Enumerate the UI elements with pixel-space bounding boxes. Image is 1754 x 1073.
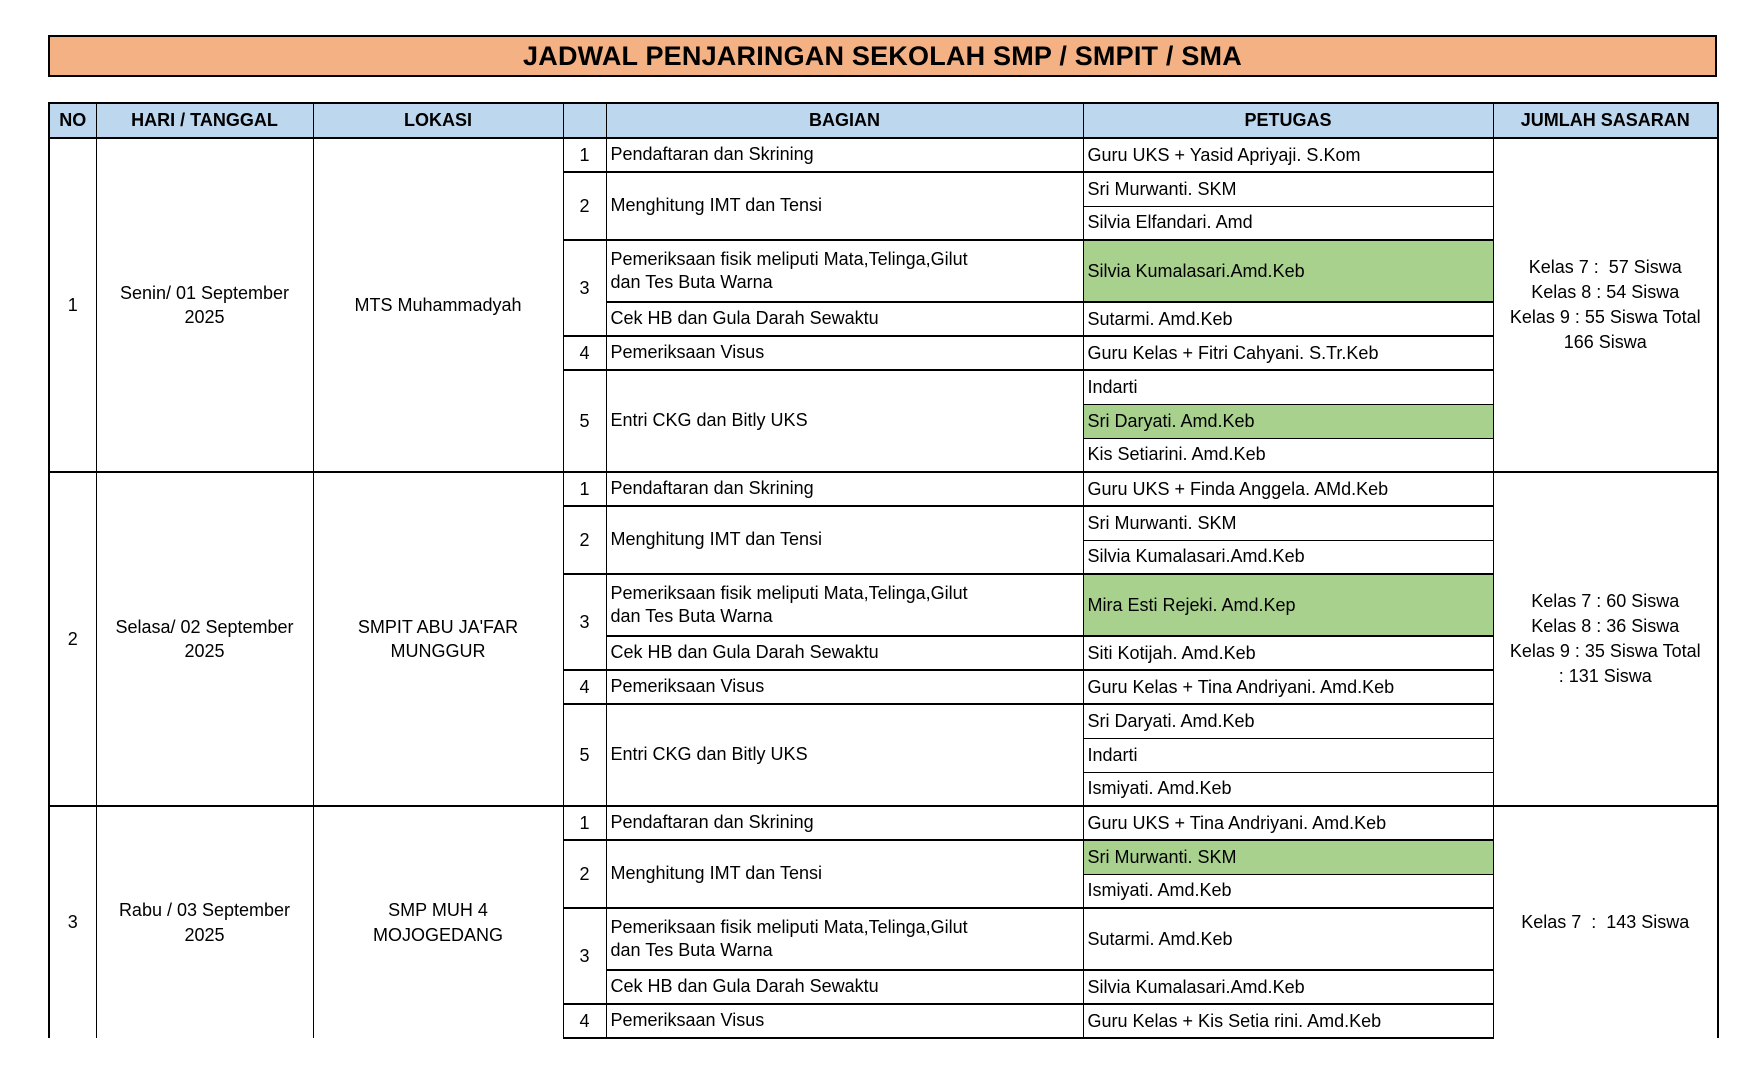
no-cell: 2 — [48, 471, 97, 807]
petugas-cell: Sri Daryati. Amd.Keb — [1082, 703, 1494, 739]
petugas-cell: Guru Kelas + Kis Setia rini. Amd.Keb — [1082, 1003, 1494, 1039]
bagian-cell: Entri CKG dan Bitly UKS — [605, 703, 1084, 807]
section-number-cell: 1 — [562, 805, 607, 841]
bagian-cell: Pendaftaran dan Skrining — [605, 805, 1084, 841]
table-row: 2 Menghitung IMT dan Tensi Sri Murwanti. S… — [49, 839, 1718, 909]
bagian-cell: Cek HB dan Gula Darah Sewaktu — [605, 969, 1084, 1005]
section-number-cell: 4 — [562, 1003, 607, 1039]
table-row: 2 Menghitung IMT dan Tensi Sri Murwanti. S… — [49, 505, 1718, 575]
table-row: Ismiyati. Amd.Keb — [49, 771, 1718, 807]
bagian-cell: Menghitung IMT dan Tensi — [605, 839, 1084, 909]
schedule-table: NO HARI / TANGGAL LOKASI BAGIAN PETUGAS JUMLA… — [48, 102, 1719, 1039]
section-number-cell: 1 — [562, 471, 607, 507]
table-row: 4 Pemeriksaan Visus Guru Kelas + Tina Andr… — [49, 669, 1718, 705]
document-title: JADWAL PENJARINGAN SEKOLAH SMP / SMPIT /… — [48, 35, 1717, 77]
petugas-cell: Sri Daryati. Amd.Keb — [1082, 403, 1494, 439]
bagian-cell: Pemeriksaan Visus — [605, 1003, 1084, 1039]
petugas-cell: Indarti — [1082, 369, 1494, 405]
column-header-jumlah-sasaran: JUMLAH SASARAN — [1492, 102, 1719, 139]
petugas-cell: Siti Kotijah. Amd.Keb — [1082, 635, 1494, 671]
bagian-cell: Cek HB dan Gula Darah Sewaktu — [605, 301, 1084, 337]
petugas-cell: Sutarmi. Amd.Keb — [1082, 301, 1494, 337]
date-cell: Senin/ 01 September 2025 — [95, 137, 314, 473]
petugas-cell: Guru Kelas + Tina Andriyani. Amd.Keb — [1082, 669, 1494, 705]
section-number-cell: 5 — [562, 703, 607, 807]
section-number-cell: 3 — [562, 239, 607, 337]
section-number-cell: 4 — [562, 669, 607, 705]
petugas-cell: Guru UKS + Yasid Apriyaji. S.Kom — [1082, 137, 1494, 173]
bagian-cell: Pemeriksaan Visus — [605, 335, 1084, 371]
bagian-cell: Pendaftaran dan Skrining — [605, 471, 1084, 507]
table-row: Kis Setiarini. Amd.Keb — [49, 437, 1718, 473]
table-row: Silvia Kumalasari.Amd.Keb — [49, 539, 1718, 575]
column-header-petugas: PETUGAS — [1082, 102, 1494, 139]
bagian-cell: Pemeriksaan Visus — [605, 669, 1084, 705]
bagian-cell: Pemeriksaan fisik meliputi Mata,Telinga,… — [605, 573, 1084, 637]
table-row: 2 Selasa/ 02 September 2025 SMPIT ABU JA'F… — [48, 471, 1719, 807]
table-header-row: NO HARI / TANGGAL LOKASI BAGIAN PETUGAS JUMLA… — [48, 102, 1719, 139]
location-cell: SMP MUH 4 MOJOGEDANG — [312, 805, 564, 1038]
bagian-cell: Pemeriksaan fisik meliputi Mata,Telinga,… — [605, 239, 1084, 303]
section-number-cell: 2 — [562, 505, 607, 575]
table-row: 4 Pemeriksaan Visus Guru Kelas + Fitri Cah… — [49, 335, 1718, 371]
table-row: Silvia Elfandari. Amd — [49, 205, 1718, 241]
petugas-cell: Mira Esti Rejeki. Amd.Kep — [1082, 573, 1494, 637]
table-row: 3 Pemeriksaan fisik meliputi Mata,Telinga… — [49, 907, 1718, 1005]
bagian-cell: Menghitung IMT dan Tensi — [605, 171, 1084, 241]
petugas-cell: Guru Kelas + Fitri Cahyani. S.Tr.Keb — [1082, 335, 1494, 371]
table-row: Cek HB dan Gula Darah Sewaktu Sutarmi. Am… — [49, 301, 1718, 337]
petugas-cell: Ismiyati. Amd.Keb — [1082, 771, 1494, 807]
petugas-cell: Kis Setiarini. Amd.Keb — [1082, 437, 1494, 473]
section-number-cell: 1 — [562, 137, 607, 173]
location-cell: SMPIT ABU JA'FAR MUNGGUR — [312, 471, 564, 807]
petugas-cell: Ismiyati. Amd.Keb — [1082, 873, 1494, 909]
date-cell: Rabu / 03 September 2025 — [95, 805, 314, 1038]
jumlah-cell: Kelas 7 : 60 Siswa Kelas 8 : 36 Siswa Ke… — [1492, 471, 1719, 807]
petugas-cell: Silvia Kumalasari.Amd.Keb — [1082, 969, 1494, 1005]
petugas-cell: Silvia Kumalasari.Amd.Keb — [1082, 539, 1494, 575]
bagian-cell: Pemeriksaan fisik meliputi Mata,Telinga,… — [605, 907, 1084, 971]
petugas-cell: Sri Murwanti. SKM — [1082, 505, 1494, 541]
date-cell: Selasa/ 02 September 2025 — [95, 471, 314, 807]
bagian-cell: Entri CKG dan Bitly UKS — [605, 369, 1084, 473]
location-cell: MTS Muhammadyah — [312, 137, 564, 473]
petugas-cell: Sutarmi. Amd.Keb — [1082, 907, 1494, 971]
section-number-cell: 5 — [562, 369, 607, 473]
jumlah-cell: Kelas 7 : 143 Siswa — [1492, 805, 1719, 1038]
bagian-cell: Menghitung IMT dan Tensi — [605, 505, 1084, 575]
petugas-cell: Sri Murwanti. SKM — [1082, 171, 1494, 207]
schedule-table-body: 1 Senin/ 01 September 2025 MTS Muhammadyah… — [48, 137, 1719, 1039]
section-number-cell: 4 — [562, 335, 607, 371]
table-row: 4 Pemeriksaan Visus Guru Kelas + Kis Setia… — [49, 1003, 1718, 1039]
table-row: 3 Pemeriksaan fisik meliputi Mata,Telinga… — [49, 239, 1718, 337]
section-number-cell: 3 — [562, 573, 607, 671]
petugas-cell: Indarti — [1082, 737, 1494, 773]
petugas-cell: Silvia Kumalasari.Amd.Keb — [1082, 239, 1494, 303]
no-cell: 1 — [48, 137, 97, 473]
table-row: Indarti — [49, 737, 1718, 773]
column-header-lokasi: LOKASI — [312, 102, 564, 139]
column-header-sub-no — [562, 102, 607, 139]
bagian-cell: Cek HB dan Gula Darah Sewaktu — [605, 635, 1084, 671]
petugas-cell: Sri Murwanti. SKM — [1082, 839, 1494, 875]
section-number-cell: 2 — [562, 839, 607, 909]
table-row: Sri Daryati. Amd.Keb — [49, 403, 1718, 439]
column-header-hari-tanggal: HARI / TANGGAL — [95, 102, 314, 139]
table-row: 3 Rabu / 03 September 2025 SMP MUH 4 MOJOG… — [48, 805, 1719, 1038]
table-row: 2 Menghitung IMT dan Tensi Sri Murwanti. S… — [49, 171, 1718, 241]
table-row: 1 Senin/ 01 September 2025 MTS Muhammadyah… — [48, 137, 1719, 473]
table-row: 5 Entri CKG dan Bitly UKS Sri Daryati. Amd… — [49, 703, 1718, 807]
column-header-no: NO — [48, 102, 97, 139]
petugas-cell: Guru UKS + Tina Andriyani. Amd.Keb — [1082, 805, 1494, 841]
petugas-cell: Silvia Elfandari. Amd — [1082, 205, 1494, 241]
section-number-cell: 2 — [562, 171, 607, 241]
no-cell: 3 — [48, 805, 97, 1038]
petugas-cell: Guru UKS + Finda Anggela. AMd.Keb — [1082, 471, 1494, 507]
section-number-cell: 3 — [562, 907, 607, 1005]
bagian-cell: Pendaftaran dan Skrining — [605, 137, 1084, 173]
column-header-bagian: BAGIAN — [605, 102, 1084, 139]
jumlah-cell: Kelas 7 : 57 Siswa Kelas 8 : 54 Siswa Ke… — [1492, 137, 1719, 473]
table-row: Ismiyati. Amd.Keb — [49, 873, 1718, 909]
